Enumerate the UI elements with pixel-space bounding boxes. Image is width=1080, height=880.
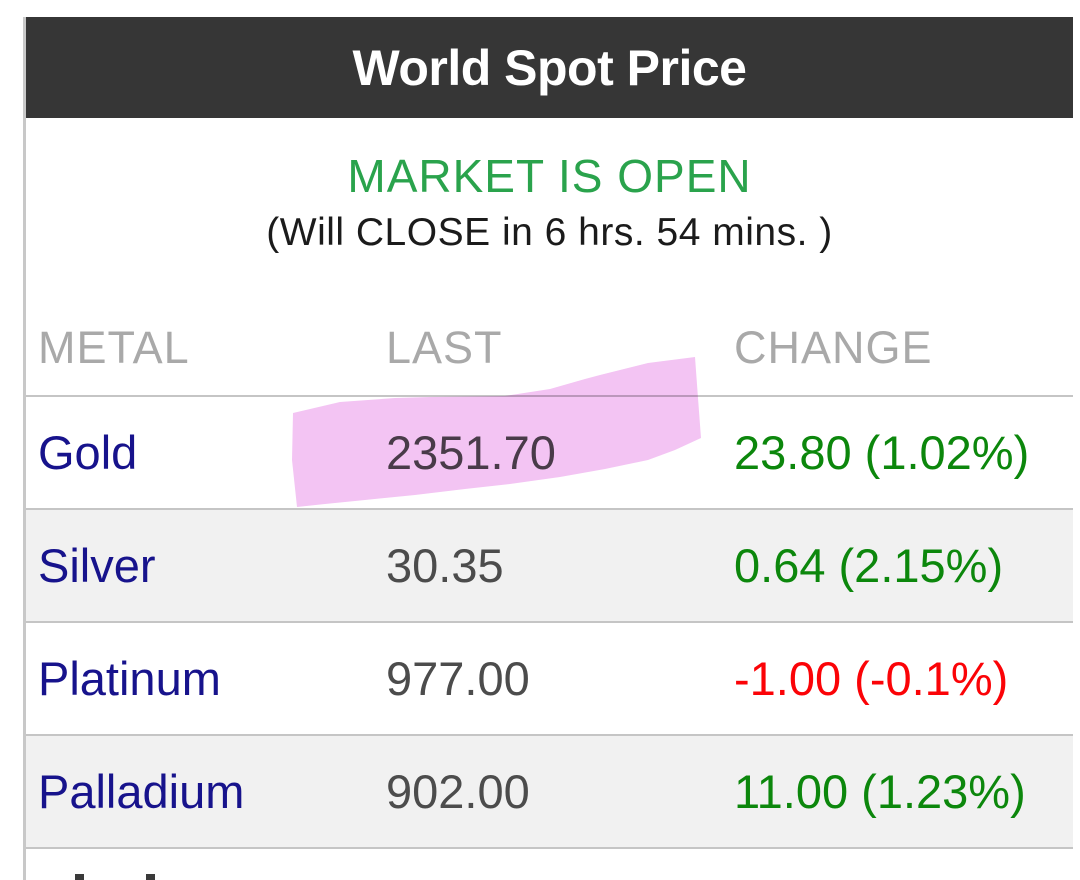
table-header-row: METAL LAST CHANGE (26, 301, 1073, 395)
table-row-platinum: Platinum 977.00 -1.00 (-0.1%) (26, 621, 1073, 734)
clipped-next-row (26, 847, 1073, 880)
metal-link-platinum[interactable]: Platinum (38, 652, 221, 705)
table-row-palladium: Palladium 902.00 11.00 (1.23%) (26, 734, 1073, 847)
metal-link-silver[interactable]: Silver (38, 539, 156, 592)
metal-link-palladium[interactable]: Palladium (38, 765, 245, 818)
widget-title: World Spot Price (352, 39, 747, 96)
last-price-silver: 30.35 (386, 508, 734, 621)
metal-link-gold[interactable]: Gold (38, 426, 138, 479)
table-row-silver: Silver 30.35 0.64 (2.15%) (26, 508, 1073, 621)
market-status-block: MARKET IS OPEN (Will CLOSE in 6 hrs. 54 … (26, 118, 1073, 259)
last-price-platinum: 977.00 (386, 621, 734, 734)
column-header-metal: METAL (38, 322, 190, 373)
cut-off-text-fragment (146, 874, 155, 880)
cut-off-text-fragment (75, 874, 84, 880)
last-price-gold: 2351.70 (386, 395, 734, 508)
spot-price-table: METAL LAST CHANGE Gold 2351.70 23.80 (1.… (26, 301, 1073, 847)
change-palladium: 11.00 (1.23%) (734, 734, 1073, 847)
column-header-change: CHANGE (734, 322, 933, 373)
change-silver: 0.64 (2.15%) (734, 508, 1073, 621)
change-platinum: -1.00 (-0.1%) (734, 621, 1073, 734)
market-open-status: MARKET IS OPEN (347, 150, 752, 202)
change-gold: 23.80 (1.02%) (734, 395, 1073, 508)
last-price-palladium: 902.00 (386, 734, 734, 847)
column-header-last: LAST (386, 322, 503, 373)
table-row-gold: Gold 2351.70 23.80 (1.02%) (26, 395, 1073, 508)
widget-title-bar: World Spot Price (26, 17, 1073, 118)
world-spot-price-widget: World Spot Price MARKET IS OPEN (Will CL… (23, 17, 1073, 880)
market-close-countdown: (Will CLOSE in 6 hrs. 54 mins. ) (266, 211, 833, 254)
